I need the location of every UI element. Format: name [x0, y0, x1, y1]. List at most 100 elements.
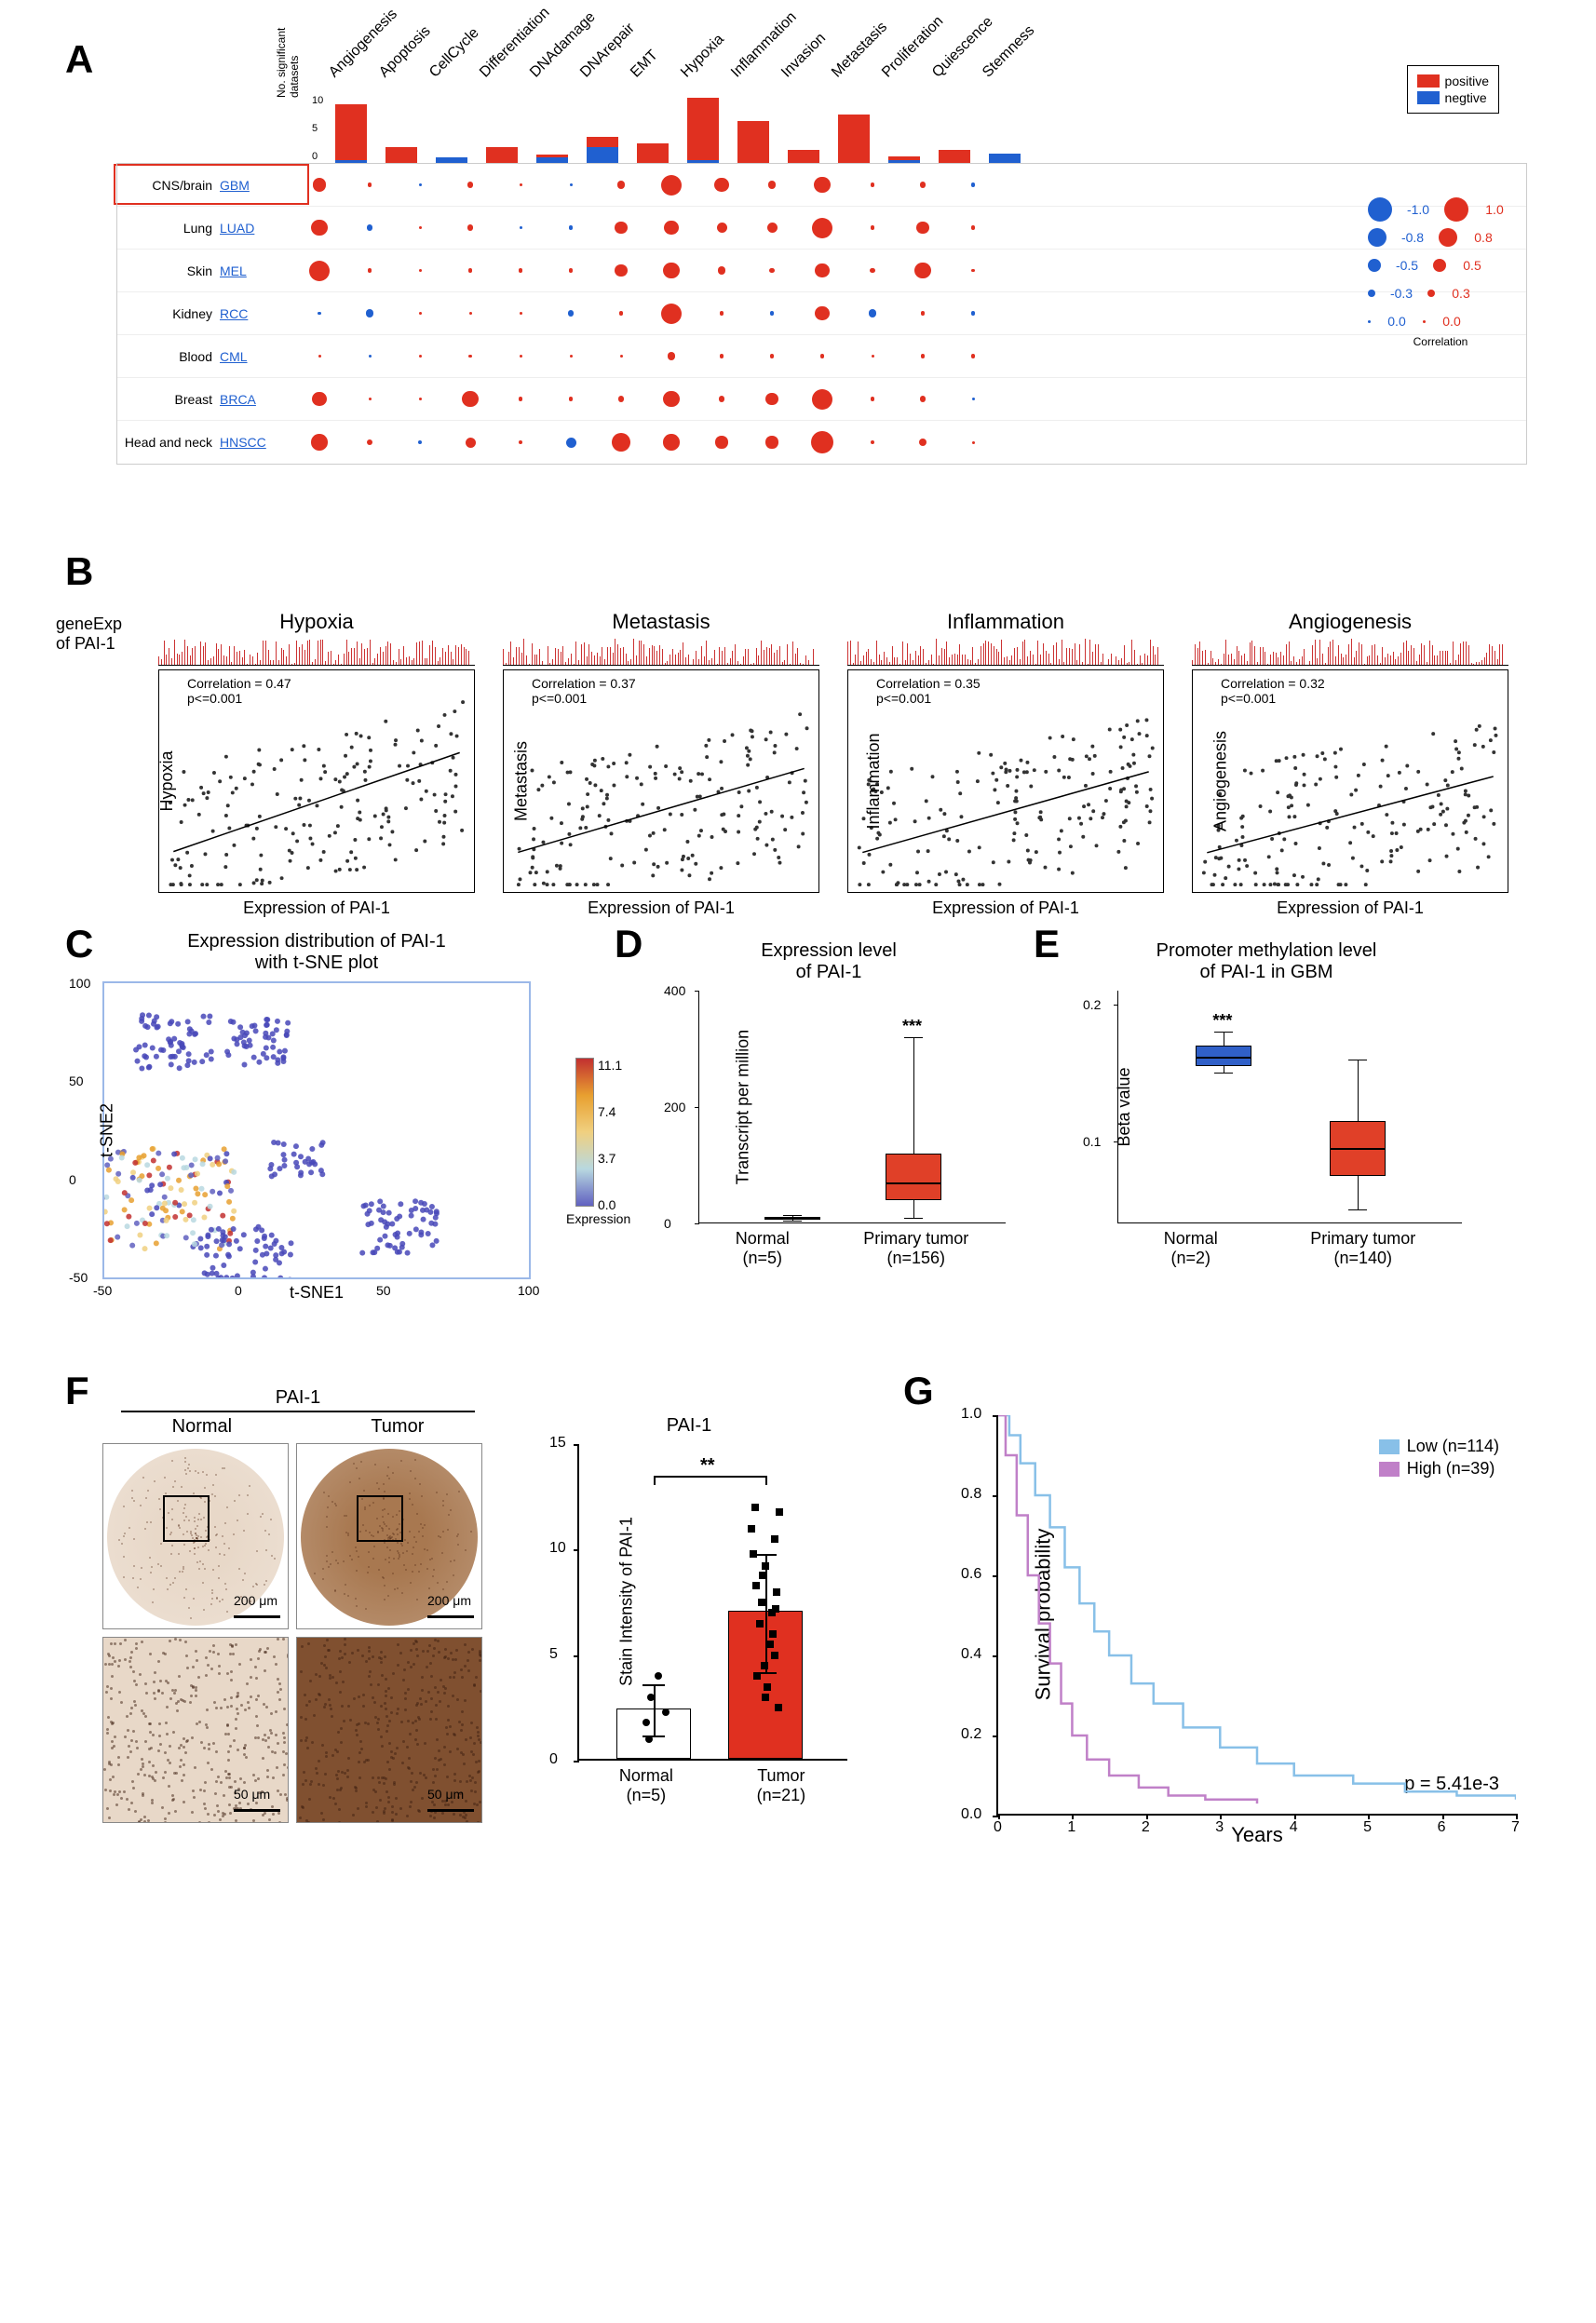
a-correlation-dot — [520, 355, 522, 358]
a-correlation-dot — [309, 261, 330, 281]
f-bar-plot: Stain Intensity of PAI-1 051015** — [577, 1444, 847, 1761]
f-histology-image: 200 μm — [102, 1443, 289, 1629]
a-correlation-dot — [768, 181, 777, 189]
a-tissue-label: Lung — [117, 221, 220, 236]
a-correlation-dot — [814, 177, 831, 194]
a-cancer-code[interactable]: LUAD — [220, 221, 294, 236]
c-tsne-plot: t-SNE2 11.17.43.70.0 Expression -5005010… — [102, 981, 531, 1279]
legend-swatch-negative — [1417, 91, 1440, 104]
a-correlation-dot — [765, 436, 778, 448]
a-correlation-dot — [612, 433, 630, 452]
a-cancer-code[interactable]: GBM — [220, 178, 294, 193]
panel-c: Expression distribution of PAI-1with t-S… — [102, 931, 531, 1303]
a-correlation-dot — [520, 312, 522, 315]
a-correlation-dot — [919, 439, 927, 447]
a-correlation-dot — [916, 222, 928, 234]
a-correlation-dot — [812, 389, 832, 410]
panel-label-f: F — [65, 1369, 89, 1413]
e-xlabels: Normal(n=2) Primary tumor(n=140) — [1117, 1229, 1462, 1268]
a-correlation-dot — [368, 182, 372, 186]
f-bar-ylabel: Stain Intensity of PAI-1 — [616, 1517, 636, 1686]
a-correlation-dot — [569, 225, 573, 229]
a-correlation-dot — [419, 312, 422, 315]
a-correlation-dot — [661, 175, 682, 196]
a-cancer-code[interactable]: HNSCC — [220, 435, 294, 450]
a-correlation-dot — [661, 304, 682, 324]
a-correlation-dot — [519, 397, 522, 400]
a-cancer-code[interactable]: RCC — [220, 306, 294, 321]
d-ylabel: Transcript per million — [734, 1029, 753, 1183]
a-cancer-code[interactable]: MEL — [220, 263, 294, 278]
a-bars — [326, 98, 1527, 163]
a-correlation-dot — [520, 183, 522, 186]
boxplot-xlabel: Primary tumor(n=140) — [1310, 1229, 1415, 1268]
a-correlation-dot — [419, 398, 422, 400]
e-ylabel: Beta value — [1115, 1067, 1134, 1146]
a-ytick: 5 — [312, 123, 323, 134]
a-correlation-dot — [971, 225, 975, 229]
legend-label: negtive — [1445, 90, 1487, 105]
a-correlation-dot — [811, 431, 833, 453]
c-xlabel: t-SNE1 — [102, 1283, 531, 1303]
panel-a: AngiogenesisApoptosisCellCycleDifferenti… — [130, 37, 1527, 465]
boxplot-xlabel: Normal(n=2) — [1164, 1229, 1218, 1268]
a-correlation-dot — [368, 268, 372, 272]
a-row: BloodCML — [117, 335, 1526, 378]
a-correlation-dot — [872, 355, 874, 358]
a-correlation-dot — [520, 226, 522, 229]
a-correlation-dot — [972, 398, 975, 400]
a-correlation-dot — [871, 440, 874, 444]
a-correlation-dot — [871, 225, 874, 229]
a-bar-yaxis-label: No. significantdatasets — [275, 28, 301, 98]
e-title: Promoter methylation levelof PAI-1 in GB… — [1071, 940, 1462, 983]
a-correlation-dot — [467, 224, 474, 231]
a-correlation-dot — [770, 311, 774, 315]
a-correlation-dot — [767, 223, 778, 233]
a-correlation-dot — [765, 393, 778, 405]
b-scatter-angiogenesis: AngiogenesisAngiogenesisCorrelation = 0.… — [1192, 610, 1508, 918]
f-histology-image: 50 μm — [296, 1637, 482, 1823]
g-survival-plot: Survival probability Low (n=114)High (n=… — [996, 1415, 1518, 1816]
a-correlation-dot — [663, 263, 680, 279]
a-correlation-dot — [769, 268, 774, 273]
f-header: PAI-1 — [121, 1387, 475, 1412]
a-correlation-dot — [920, 182, 926, 188]
f-histology-image: 50 μm — [102, 1637, 289, 1823]
panel-f: PAI-1 Normal Tumor 200 μm200 μm50 μm50 μ… — [102, 1387, 847, 1823]
c-title: Expression distribution of PAI-1with t-S… — [102, 931, 531, 974]
a-cancer-code[interactable]: CML — [220, 349, 294, 364]
d-xlabels: Normal(n=5)Primary tumor(n=156) — [698, 1229, 1006, 1268]
a-correlation-dot — [467, 182, 474, 188]
a-correlation-dot — [869, 309, 877, 317]
a-ytick: 10 — [312, 95, 323, 106]
b-scatter-inflammation: InflammationInflammationCorrelation = 0.… — [847, 610, 1164, 918]
panel-label-a: A — [65, 37, 93, 82]
a-correlation-dot — [468, 268, 472, 272]
a-row: Head and neckHNSCC — [117, 421, 1526, 464]
a-correlation-dot — [618, 396, 625, 402]
a-correlation-dot — [664, 221, 678, 235]
a-tissue-label: Breast — [117, 392, 220, 407]
a-correlation-dot — [366, 309, 374, 317]
a-correlation-dot — [419, 355, 422, 358]
f-bar-xlabels: Normal(n=5)Tumor(n=21) — [577, 1766, 847, 1805]
a-correlation-dot — [419, 226, 422, 229]
panel-d: Expression levelof PAI-1 Transcript per … — [652, 931, 1006, 1268]
a-correlation-dot — [318, 355, 321, 358]
a-correlation-dot — [972, 441, 975, 444]
panel-label-e: E — [1034, 922, 1060, 966]
a-correlation-dot — [718, 266, 726, 275]
e-boxplot: Beta value 0.10.2*** — [1117, 991, 1462, 1223]
a-correlation-dot — [569, 268, 573, 272]
f-histology-image: 200 μm — [296, 1443, 482, 1629]
a-cancer-code[interactable]: BRCA — [220, 392, 294, 407]
a-correlation-dot — [971, 182, 975, 186]
a-correlation-dot — [971, 354, 975, 358]
a-correlation-dot — [418, 440, 422, 444]
boxplot-xlabel: Primary tumor(n=156) — [863, 1229, 968, 1268]
a-correlation-dot — [469, 312, 472, 315]
a-correlation-dot — [367, 224, 373, 231]
a-correlation-dot — [871, 182, 874, 186]
a-row: CNS/brainGBM — [117, 164, 1526, 207]
a-bar-yticks: 10 5 0 — [312, 95, 323, 128]
